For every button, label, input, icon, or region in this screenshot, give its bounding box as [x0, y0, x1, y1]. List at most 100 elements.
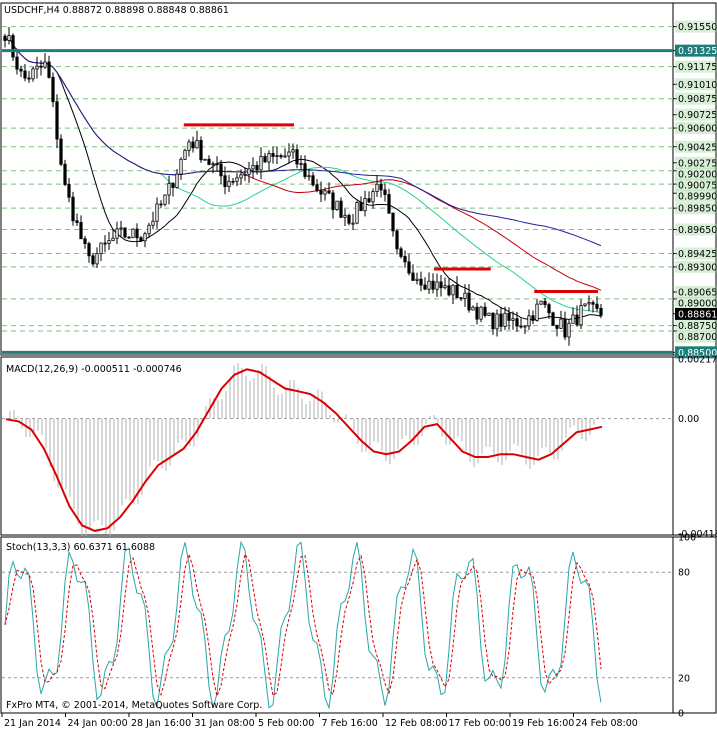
- candle-body: [11, 35, 15, 58]
- price-label-box: [675, 20, 717, 33]
- candle-body: [99, 242, 103, 255]
- candle-body: [239, 174, 243, 179]
- candle-body: [263, 155, 267, 163]
- candle-body: [187, 141, 191, 151]
- candle-body: [279, 155, 283, 158]
- price-label-text: 0.90275: [678, 158, 717, 169]
- candle-body: [55, 101, 59, 140]
- macd-panel: 0.002177 0.00 -0.004188: [2, 354, 717, 540]
- candle-body: [67, 184, 71, 198]
- candle-body: [95, 253, 99, 265]
- price-label-text: 0.88500: [678, 348, 717, 359]
- candle-body: [563, 318, 567, 338]
- candle-body: [139, 237, 143, 242]
- price-label-text: 0.90725: [678, 110, 717, 121]
- candle-body: [243, 173, 247, 176]
- price-candles: [3, 27, 603, 346]
- macd-panel-header: MACD(12,26,9) -0.000511 -0.000746: [6, 364, 182, 375]
- macd-axis-label: 0.00: [678, 414, 699, 425]
- candle-body: [427, 280, 431, 290]
- candle-body: [547, 304, 551, 314]
- price-label: 0.89850: [673, 202, 717, 215]
- price-label-box: [675, 189, 717, 202]
- candle-body: [255, 165, 259, 171]
- price-label-box: [675, 260, 717, 273]
- candle-body: [459, 297, 463, 300]
- candle-body: [215, 163, 219, 166]
- candle-body: [115, 228, 119, 239]
- price-label-text: 0.90075: [678, 180, 717, 191]
- price-label: 0.91325: [673, 44, 717, 57]
- candle-body: [27, 77, 31, 80]
- candle-body: [311, 175, 315, 186]
- candle-body: [199, 140, 203, 161]
- candle-body: [183, 149, 187, 160]
- candle-body: [283, 155, 287, 158]
- price-label-text: 0.89065: [678, 287, 717, 298]
- price-label: 0.89650: [673, 223, 717, 236]
- candle-body: [471, 306, 475, 311]
- candle-body: [399, 248, 403, 257]
- candle-body: [315, 184, 319, 191]
- candle-body: [467, 292, 471, 311]
- candle-body: [431, 280, 435, 290]
- candle-body: [107, 240, 111, 244]
- candle-body: [259, 155, 263, 171]
- stoch-axis-label: 100: [678, 533, 696, 544]
- price-label: 0.89425: [673, 247, 717, 260]
- candle-body: [15, 56, 19, 70]
- price-label-text: 0.91010: [678, 80, 717, 91]
- price-label: 0.88700: [673, 330, 717, 343]
- candle-body: [403, 256, 407, 263]
- candle-body: [591, 302, 595, 305]
- price-label-text: 0.89990: [678, 191, 717, 202]
- candle-body: [63, 163, 67, 185]
- time-axis-label: 31 Jan 08:00: [195, 718, 255, 729]
- candle-body: [371, 191, 375, 203]
- copyright-text: FxPro MT4, © 2001-2014, MetaQuotes Softw…: [6, 700, 262, 711]
- candle-body: [483, 306, 487, 316]
- price-label-text: 0.89300: [678, 262, 717, 273]
- candle-body: [391, 212, 395, 232]
- candle-body: [447, 285, 451, 296]
- candle-body: [195, 140, 199, 149]
- candle-body: [583, 303, 587, 306]
- candle-body: [387, 194, 391, 214]
- candle-body: [207, 158, 211, 165]
- candle-body: [455, 284, 459, 299]
- candle-body: [267, 153, 271, 163]
- macd-axis-label: -0.004188: [678, 529, 717, 540]
- candle-body: [135, 228, 139, 239]
- candle-body: [3, 35, 7, 41]
- candle-body: [539, 300, 543, 305]
- candle-body: [59, 138, 63, 165]
- candle-body: [419, 278, 423, 286]
- price-label-text: 0.88750: [678, 321, 717, 332]
- candle-body: [7, 35, 11, 41]
- price-label-text: 0.91175: [678, 62, 717, 73]
- price-label-box: [675, 178, 717, 191]
- candle-body: [383, 189, 387, 195]
- candle-body: [47, 61, 51, 78]
- candle-body: [19, 68, 23, 72]
- candle-body: [587, 302, 591, 305]
- price-label-text: 0.89000: [678, 298, 717, 309]
- candle-body: [507, 312, 511, 321]
- price-label: 0.89990: [673, 189, 717, 202]
- candle-body: [339, 200, 343, 218]
- candle-body: [203, 158, 207, 161]
- macd-signal-line: [5, 368, 603, 532]
- price-label-text: 0.90200: [678, 169, 717, 180]
- stoch-signal-line: [4, 552, 602, 698]
- candle-body: [359, 202, 363, 212]
- time-axis-label: 21 Jan 2014: [4, 718, 61, 729]
- price-label-text: 0.89850: [678, 204, 717, 215]
- candle-body: [579, 305, 583, 326]
- support-resistance-levels[interactable]: [2, 49, 673, 354]
- price-label-text: 0.90600: [678, 124, 717, 135]
- candle-body: [559, 318, 563, 329]
- stoch-axis-label: 20: [678, 673, 690, 684]
- time-axis-label: 5 Feb 00:00: [258, 718, 314, 729]
- price-label-box: [675, 44, 717, 57]
